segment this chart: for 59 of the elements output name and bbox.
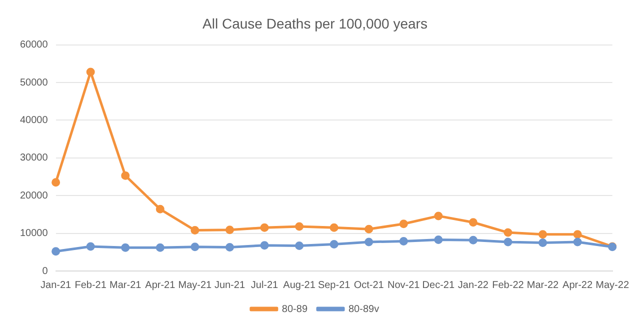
x-tick-label: Feb-22 xyxy=(492,280,524,291)
legend-label: 80-89v xyxy=(348,304,380,315)
point xyxy=(364,224,374,234)
point xyxy=(399,220,408,228)
y-tick-label: 30000 xyxy=(20,152,48,164)
point xyxy=(121,243,130,252)
point xyxy=(225,226,234,234)
point xyxy=(504,228,512,237)
point xyxy=(52,247,60,256)
x-tick-label: Mar-22 xyxy=(526,280,560,291)
y-tick-label: 50000 xyxy=(20,77,48,88)
point xyxy=(260,241,269,250)
point xyxy=(330,223,338,232)
x-tick-label: Mar-21 xyxy=(110,280,142,291)
point xyxy=(364,238,374,246)
x-tick-label: Jan-21 xyxy=(40,280,72,291)
point xyxy=(504,238,512,246)
x-tick-label: Jul-21 xyxy=(250,280,279,291)
point xyxy=(52,178,60,187)
x-tick-label: Nov-21 xyxy=(388,280,420,291)
point xyxy=(330,240,338,248)
point xyxy=(399,236,408,246)
y-tick-label: 0 xyxy=(42,266,48,277)
point xyxy=(86,242,95,251)
point xyxy=(121,171,130,180)
point xyxy=(468,236,478,244)
point xyxy=(573,230,582,239)
point xyxy=(225,243,234,252)
point xyxy=(190,226,200,235)
legend-label: 80-89 xyxy=(282,304,308,315)
x-tick-label: Aug-21 xyxy=(283,280,316,291)
x-tick-label: May-22 xyxy=(596,280,630,291)
x-tick-label: May-21 xyxy=(178,280,212,291)
point xyxy=(295,241,304,250)
point xyxy=(573,238,582,246)
y-tick-label: 60000 xyxy=(20,40,48,51)
point xyxy=(434,235,443,244)
point xyxy=(434,212,443,220)
point xyxy=(156,204,164,214)
x-tick-label: Jan-22 xyxy=(458,280,489,291)
point xyxy=(156,243,164,252)
point xyxy=(86,68,95,76)
y-tick-label: 40000 xyxy=(20,114,48,126)
x-tick-label: Dec-21 xyxy=(422,280,455,291)
y-tick-label: 20000 xyxy=(20,190,48,202)
x-tick-label: Apr-22 xyxy=(562,280,593,291)
point xyxy=(190,242,200,252)
chart-title: All Cause Deaths per 100,000 years xyxy=(202,15,428,32)
x-tick-label: Sep-21 xyxy=(318,280,351,291)
point xyxy=(295,222,304,231)
point xyxy=(260,223,269,232)
x-tick-label: Oct-21 xyxy=(354,280,384,291)
x-tick-label: Jun-21 xyxy=(214,280,246,291)
y-tick-label: 10000 xyxy=(20,228,48,240)
x-tick-label: Apr-21 xyxy=(145,280,176,291)
point xyxy=(538,230,548,239)
point xyxy=(538,238,548,247)
point xyxy=(468,218,478,227)
x-tick-label: Feb-21 xyxy=(74,280,107,291)
